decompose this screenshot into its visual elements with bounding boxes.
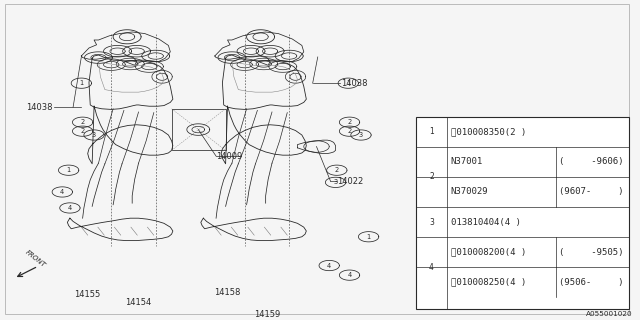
- Text: 14158: 14158: [214, 288, 241, 297]
- Text: 4: 4: [327, 262, 332, 268]
- Text: 2: 2: [81, 128, 84, 134]
- Text: 3: 3: [92, 132, 96, 138]
- Text: 4: 4: [60, 189, 65, 195]
- Text: 1: 1: [346, 80, 350, 86]
- Text: 4: 4: [429, 263, 434, 272]
- Text: N37001: N37001: [451, 157, 483, 166]
- Text: 1: 1: [429, 127, 434, 136]
- Text: 1: 1: [79, 80, 83, 86]
- Text: 2: 2: [335, 167, 339, 173]
- Text: 1: 1: [67, 167, 70, 173]
- Text: 2: 2: [81, 119, 84, 125]
- Text: 2: 2: [348, 119, 351, 125]
- Text: N370029: N370029: [451, 188, 488, 196]
- Text: 14038: 14038: [26, 103, 52, 112]
- Text: 2: 2: [348, 128, 351, 134]
- Text: 1: 1: [367, 234, 371, 240]
- Text: (9607-     ): (9607- ): [559, 188, 623, 196]
- Text: A055001020: A055001020: [586, 311, 632, 317]
- Text: 4: 4: [68, 205, 72, 211]
- Text: 3: 3: [333, 180, 338, 185]
- Text: 14009: 14009: [216, 152, 243, 161]
- Text: 14159: 14159: [254, 310, 280, 319]
- Text: FRONT: FRONT: [24, 249, 46, 268]
- Text: 3: 3: [429, 218, 434, 227]
- Text: 4: 4: [348, 272, 351, 278]
- Text: Ⓑ010008250(4 ): Ⓑ010008250(4 ): [451, 278, 526, 287]
- Text: 14155: 14155: [75, 290, 101, 299]
- Text: 14038: 14038: [341, 79, 368, 88]
- Bar: [416, 117, 629, 309]
- Text: 3: 3: [359, 132, 363, 138]
- Text: 14154: 14154: [125, 298, 152, 307]
- Text: 2: 2: [429, 172, 434, 181]
- Text: 013810404(4 ): 013810404(4 ): [451, 218, 520, 227]
- Text: (     -9505): ( -9505): [559, 248, 623, 257]
- Text: (9506-     ): (9506- ): [559, 278, 623, 287]
- Text: Ⓑ010008200(4 ): Ⓑ010008200(4 ): [451, 248, 526, 257]
- Text: Ⓑ010008350(2 ): Ⓑ010008350(2 ): [451, 127, 526, 136]
- Text: 14022: 14022: [337, 177, 363, 186]
- Text: (     -9606): ( -9606): [559, 157, 623, 166]
